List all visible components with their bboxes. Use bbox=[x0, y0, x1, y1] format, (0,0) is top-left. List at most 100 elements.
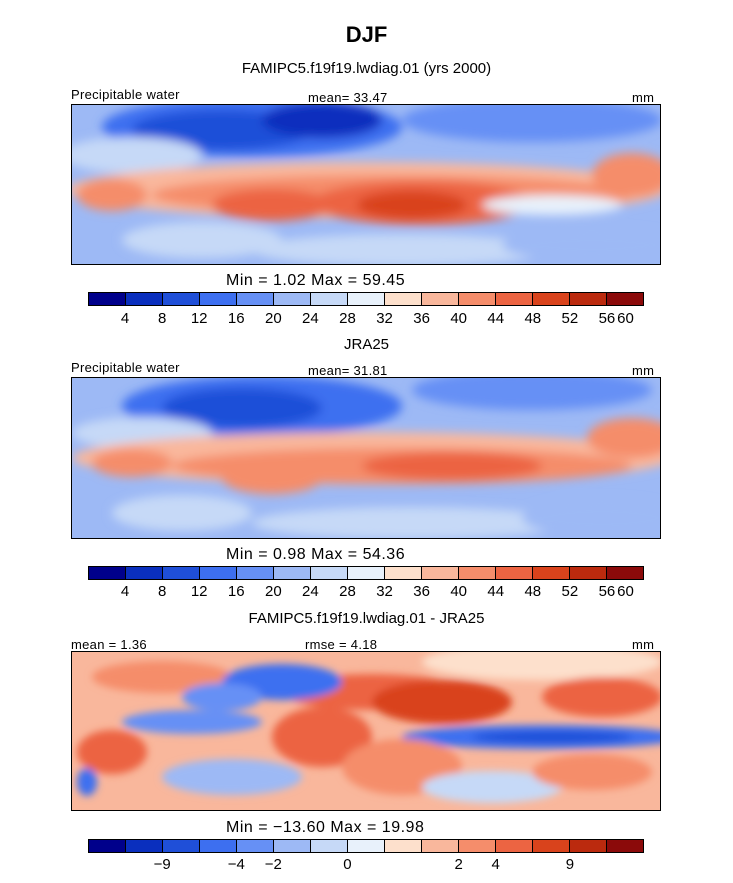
colorbar-box bbox=[570, 567, 607, 579]
panel-3-field-plot bbox=[72, 652, 660, 810]
panel-3-minmax: Min = −13.60 Max = 19.98 bbox=[226, 819, 425, 836]
colorbar-tick-label: 12 bbox=[190, 583, 208, 600]
colorbar-box bbox=[200, 567, 237, 579]
colorbar-tick-label: 48 bbox=[524, 583, 542, 600]
panel-1-units-label: mm bbox=[632, 90, 655, 105]
colorbar-box bbox=[385, 840, 422, 852]
colorbar-box bbox=[459, 840, 496, 852]
colorbar-tick-label: 44 bbox=[487, 310, 505, 327]
panel-1-variable-label: Precipitable water bbox=[71, 87, 180, 102]
panel-2-colorbar-ticks: 4 8 12 16 20 24 28 32 36 40 44 48 52 56 60 bbox=[88, 583, 644, 603]
colorbar-box bbox=[274, 840, 311, 852]
colorbar-box bbox=[348, 567, 385, 579]
panel-1-map bbox=[71, 104, 661, 265]
colorbar-box bbox=[422, 293, 459, 305]
colorbar-box bbox=[496, 840, 533, 852]
colorbar-tick-label: 20 bbox=[264, 583, 282, 600]
panel-1-mean-label: mean= 33.47 bbox=[308, 90, 388, 105]
colorbar-tick-label: 24 bbox=[302, 310, 319, 327]
colorbar-tick-label: 28 bbox=[339, 583, 356, 600]
colorbar-box bbox=[607, 840, 643, 852]
colorbar-box bbox=[163, 840, 200, 852]
colorbar-box bbox=[200, 293, 237, 305]
colorbar-box bbox=[385, 567, 422, 579]
colorbar-box bbox=[237, 840, 274, 852]
panel-2-minmax: Min = 0.98 Max = 54.36 bbox=[226, 546, 406, 563]
colorbar-tick-label: 8 bbox=[157, 310, 167, 327]
colorbar-tick-label: 56 bbox=[598, 310, 616, 327]
colorbar-box bbox=[348, 293, 385, 305]
colorbar-tick-label: 56 bbox=[598, 583, 616, 600]
colorbar-box bbox=[126, 293, 163, 305]
colorbar-box bbox=[496, 567, 533, 579]
panel-1-colorbar bbox=[88, 292, 644, 306]
colorbar-box bbox=[274, 293, 311, 305]
colorbar-box bbox=[533, 293, 570, 305]
colorbar-box bbox=[422, 840, 459, 852]
panel-2-field-plot bbox=[72, 378, 660, 538]
colorbar-box bbox=[607, 293, 643, 305]
colorbar-tick-label: 4 bbox=[120, 583, 130, 600]
panel-2-variable-label: Precipitable water bbox=[71, 360, 180, 375]
colorbar-box bbox=[385, 293, 422, 305]
colorbar-tick-label: 36 bbox=[413, 583, 430, 600]
colorbar-tick-label: 9 bbox=[565, 856, 575, 873]
colorbar-box bbox=[570, 293, 607, 305]
panel-3-mean-label: mean = 1.36 bbox=[71, 637, 147, 652]
colorbar-tick-label: −9 bbox=[153, 856, 171, 873]
panel-1-field-plot bbox=[72, 105, 660, 264]
panel-3-units-label: mm bbox=[632, 637, 655, 652]
colorbar-box bbox=[126, 567, 163, 579]
colorbar-tick-label: 40 bbox=[450, 583, 467, 600]
colorbar-box bbox=[126, 840, 163, 852]
panel-3-rmse-label: rmse = 4.18 bbox=[305, 637, 378, 652]
colorbar-tick-label: 60 bbox=[617, 310, 634, 327]
colorbar-box bbox=[311, 293, 348, 305]
colorbar-tick-label: 8 bbox=[157, 583, 167, 600]
panel-1-title: FAMIPC5.f19f19.lwdiag.01 (yrs 2000) bbox=[241, 60, 492, 77]
colorbar-tick-label: 36 bbox=[413, 310, 430, 327]
figure-title: DJF bbox=[345, 22, 388, 47]
colorbar-box bbox=[459, 567, 496, 579]
colorbar-tick-label: 48 bbox=[524, 310, 542, 327]
colorbar-tick-label: 20 bbox=[264, 310, 282, 327]
colorbar-box bbox=[496, 293, 533, 305]
colorbar-box bbox=[311, 567, 348, 579]
colorbar-box bbox=[89, 293, 126, 305]
panel-3-map bbox=[71, 651, 661, 811]
colorbar-tick-label: 32 bbox=[376, 310, 393, 327]
colorbar-box bbox=[533, 567, 570, 579]
panel-2-units-label: mm bbox=[632, 363, 655, 378]
colorbar-box bbox=[237, 293, 274, 305]
colorbar-box bbox=[237, 567, 274, 579]
panel-3-colorbar bbox=[88, 839, 644, 853]
colorbar-tick-label: 60 bbox=[617, 583, 634, 600]
colorbar-box bbox=[89, 840, 126, 852]
colorbar-tick-label: 32 bbox=[376, 583, 393, 600]
colorbar-tick-label: 0 bbox=[343, 856, 352, 873]
colorbar-tick-label: −2 bbox=[264, 856, 282, 873]
panel-2-map bbox=[71, 377, 661, 539]
colorbar-tick-label: 2 bbox=[454, 856, 463, 873]
colorbar-box bbox=[607, 567, 643, 579]
colorbar-tick-label: 52 bbox=[561, 310, 579, 327]
colorbar-tick-label: 28 bbox=[339, 310, 356, 327]
colorbar-box bbox=[533, 840, 570, 852]
colorbar-tick-label: 40 bbox=[450, 310, 467, 327]
colorbar-tick-label: 4 bbox=[491, 856, 500, 873]
panel-3-title: FAMIPC5.f19f19.lwdiag.01 - JRA25 bbox=[248, 610, 485, 627]
colorbar-tick-label: 44 bbox=[487, 583, 505, 600]
panel-2-colorbar bbox=[88, 566, 644, 580]
colorbar-tick-label: 52 bbox=[561, 583, 579, 600]
colorbar-tick-label: 16 bbox=[227, 310, 245, 327]
colorbar-tick-label: 4 bbox=[120, 310, 130, 327]
panel-2-mean-label: mean= 31.81 bbox=[308, 363, 388, 378]
colorbar-box bbox=[200, 840, 237, 852]
colorbar-box bbox=[163, 293, 200, 305]
colorbar-box bbox=[459, 293, 496, 305]
colorbar-box bbox=[348, 840, 385, 852]
colorbar-box bbox=[274, 567, 311, 579]
colorbar-box bbox=[311, 840, 348, 852]
colorbar-box bbox=[89, 567, 126, 579]
panel-1-minmax: Min = 1.02 Max = 59.45 bbox=[226, 272, 406, 289]
